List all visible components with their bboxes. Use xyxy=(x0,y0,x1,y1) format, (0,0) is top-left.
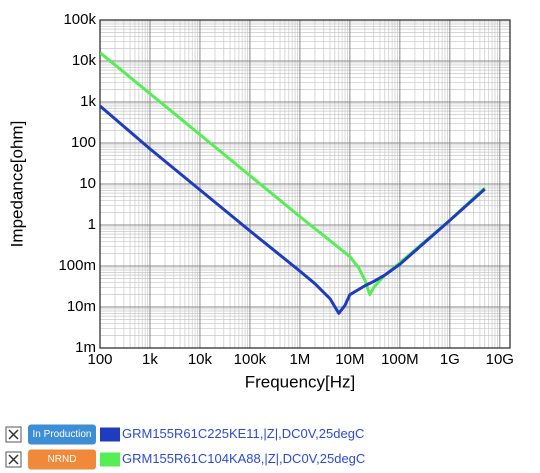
checkbox-mark xyxy=(8,454,19,465)
x-axis-title: Frequency[Hz] xyxy=(245,372,356,391)
y-tick-label: 10 xyxy=(79,175,96,192)
status-badge xyxy=(28,449,96,470)
x-tick-label: 100M xyxy=(381,351,419,368)
x-tick-label: 10k xyxy=(188,351,213,368)
x-tick-label: 10M xyxy=(335,351,364,368)
checkbox-mark xyxy=(8,429,19,440)
y-tick-label: 1 xyxy=(88,216,96,233)
y-tick-label: 1m xyxy=(75,339,96,356)
x-tick-label: 1k xyxy=(142,351,158,368)
series-line xyxy=(100,104,486,315)
x-tick-label: 100 xyxy=(87,351,112,368)
legend-swatch xyxy=(100,427,120,442)
y-tick-label: 10m xyxy=(67,298,96,315)
x-tick-label: 10G xyxy=(486,351,514,368)
plot-frame xyxy=(99,19,511,349)
status-badge xyxy=(28,424,96,445)
checkbox[interactable] xyxy=(5,451,22,468)
legend-label: GRM155R61C104KA88,|Z|,DC0V,25degC xyxy=(122,451,365,466)
status-label: In Production xyxy=(33,429,92,440)
x-tick-label: 1G xyxy=(440,351,460,368)
x-tick-label: 1M xyxy=(289,351,310,368)
y-tick-label: 10k xyxy=(72,52,97,69)
y-tick-label: 1k xyxy=(80,93,96,110)
y-axis-title: Impedance[ohm] xyxy=(7,121,26,248)
y-tick-label: 100m xyxy=(58,257,96,274)
y-tick-label: 100 xyxy=(71,134,96,151)
status-label: NRND xyxy=(48,454,77,465)
legend-swatch xyxy=(100,452,120,467)
checkbox[interactable] xyxy=(5,426,22,443)
x-tick-label: 100k xyxy=(234,351,267,368)
y-tick-label: 100k xyxy=(63,11,96,28)
legend-label: GRM155R61C225KE11,|Z|,DC0V,25degC xyxy=(122,426,364,441)
